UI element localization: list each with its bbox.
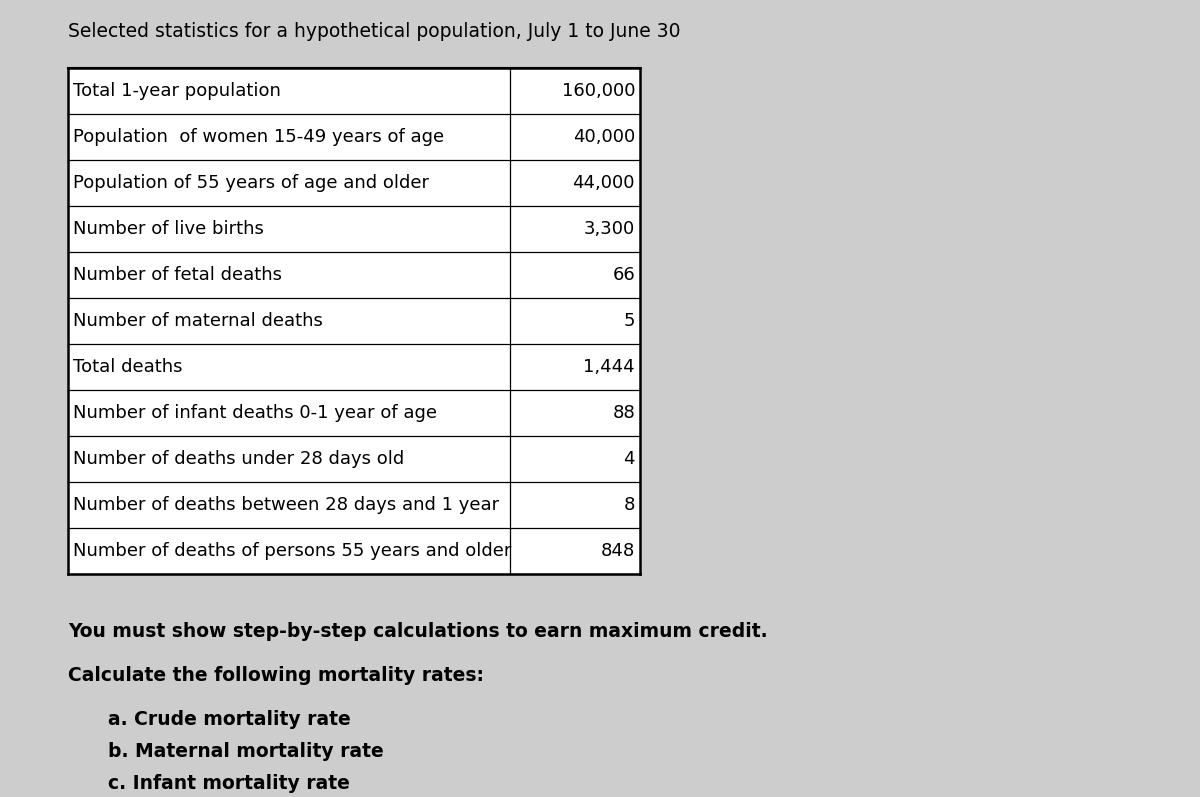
Text: 848: 848 [601,542,635,560]
Text: Population  of women 15-49 years of age: Population of women 15-49 years of age [73,128,444,146]
Text: Number of deaths of persons 55 years and older: Number of deaths of persons 55 years and… [73,542,511,560]
Text: 160,000: 160,000 [562,82,635,100]
Text: 8: 8 [624,496,635,514]
Text: Number of deaths under 28 days old: Number of deaths under 28 days old [73,450,404,468]
Text: 1,444: 1,444 [583,358,635,376]
Text: a. Crude mortality rate: a. Crude mortality rate [108,710,350,729]
Bar [68,68,640,574]
Text: Calculate the following mortality rates:: Calculate the following mortality rates: [68,666,484,685]
Text: Number of deaths between 28 days and 1 year: Number of deaths between 28 days and 1 y… [73,496,499,514]
Text: 5: 5 [624,312,635,330]
Text: Number of infant deaths 0-1 year of age: Number of infant deaths 0-1 year of age [73,404,437,422]
Text: You must show step-by-step calculations to earn maximum credit.: You must show step-by-step calculations … [68,622,768,641]
Text: Selected statistics for a hypothetical population, July 1 to June 30: Selected statistics for a hypothetical p… [68,22,680,41]
Text: b. Maternal mortality rate: b. Maternal mortality rate [108,742,384,761]
Text: Population of 55 years of age and older: Population of 55 years of age and older [73,174,430,192]
Text: 4: 4 [624,450,635,468]
Text: 88: 88 [612,404,635,422]
Text: Total 1-year population: Total 1-year population [73,82,281,100]
Text: Total deaths: Total deaths [73,358,182,376]
Text: 66: 66 [612,266,635,284]
Text: 44,000: 44,000 [572,174,635,192]
Text: Number of fetal deaths: Number of fetal deaths [73,266,282,284]
Text: c. Infant mortality rate: c. Infant mortality rate [108,774,350,793]
Text: 3,300: 3,300 [583,220,635,238]
Text: Number of live births: Number of live births [73,220,264,238]
Text: 40,000: 40,000 [572,128,635,146]
Text: Number of maternal deaths: Number of maternal deaths [73,312,323,330]
